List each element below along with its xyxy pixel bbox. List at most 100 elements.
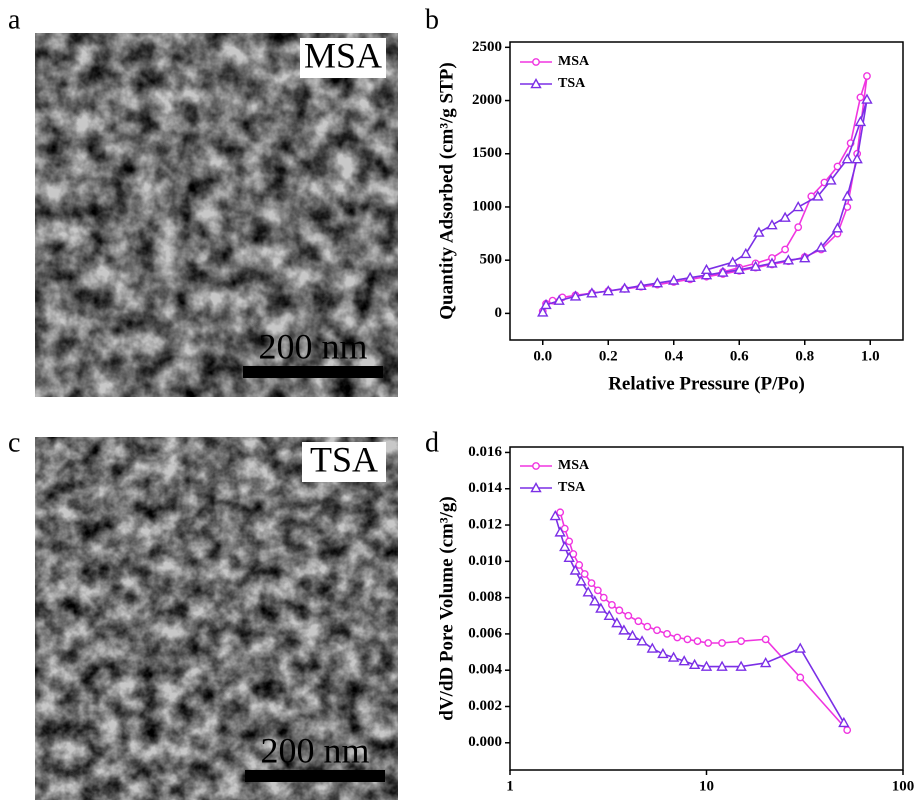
- marker: [831, 222, 844, 233]
- image-label: MSA: [304, 35, 382, 75]
- marker: [603, 609, 615, 621]
- scale-bar: [243, 366, 383, 378]
- marker: [749, 260, 762, 271]
- marker: [651, 277, 664, 288]
- marker: [636, 635, 648, 646]
- marker: [657, 647, 669, 659]
- y-tick-label: 0.000: [468, 734, 502, 750]
- marker: [700, 660, 713, 671]
- marker: [782, 254, 795, 265]
- image-label: TSA: [310, 439, 378, 479]
- marker: [861, 93, 873, 104]
- marker: [737, 637, 746, 646]
- x-tick-label: 100: [892, 778, 915, 794]
- marker: [761, 635, 770, 644]
- marker: [602, 285, 614, 296]
- marker: [615, 606, 624, 615]
- scale-bar: [245, 770, 385, 782]
- legend-label: MSA: [558, 54, 590, 69]
- y-tick-label: 0.016: [468, 444, 502, 460]
- sem-texture: [35, 33, 398, 397]
- marker: [799, 252, 811, 263]
- scale-bar-label: 200 nm: [258, 326, 367, 366]
- marker: [733, 263, 745, 275]
- marker: [667, 651, 680, 662]
- marker: [684, 271, 696, 283]
- x-tick-label: 1: [506, 778, 514, 794]
- marker: [753, 226, 765, 237]
- x-tick-label: 0.2: [599, 348, 618, 364]
- marker: [727, 256, 739, 267]
- marker: [815, 241, 827, 252]
- x-tick-label: 0.6: [730, 348, 749, 364]
- x-tick-label: 1.0: [861, 348, 880, 364]
- y-tick-label: 0.010: [468, 553, 502, 569]
- marker: [683, 635, 692, 644]
- y-tick-label: 0.012: [468, 516, 502, 532]
- marker: [626, 629, 639, 641]
- marker: [851, 153, 863, 164]
- y-tick-label: 0.004: [468, 662, 502, 678]
- marker: [607, 600, 616, 609]
- image-label-box: [300, 38, 386, 78]
- marker: [586, 287, 598, 298]
- y-axis-title: dV/dD Pore Volume (cm³/g): [436, 496, 457, 720]
- legend-label: TSA: [558, 480, 586, 495]
- marker: [540, 298, 552, 310]
- y-tick-label: 500: [480, 252, 503, 268]
- marker: [766, 219, 778, 230]
- marker: [794, 642, 806, 653]
- marker: [766, 257, 778, 268]
- marker: [688, 658, 701, 670]
- marker: [668, 274, 680, 285]
- y-tick-label: 2500: [472, 39, 502, 55]
- marker: [740, 247, 752, 259]
- marker: [646, 642, 659, 653]
- marker: [593, 586, 602, 595]
- marker: [716, 660, 728, 671]
- image-label-box: [302, 442, 386, 482]
- marker: [587, 579, 596, 587]
- marker: [700, 269, 713, 280]
- marker: [825, 174, 837, 185]
- marker: [854, 115, 867, 127]
- marker: [611, 617, 623, 628]
- y-tick-label: 0: [495, 305, 503, 321]
- x-tick-label: 0.8: [795, 348, 814, 364]
- marker: [537, 306, 549, 317]
- marker: [595, 602, 607, 613]
- legend-marker: [530, 78, 542, 89]
- x-tick-label: 0.0: [533, 348, 552, 364]
- marker: [704, 639, 713, 647]
- marker: [717, 266, 729, 277]
- marker: [843, 726, 852, 734]
- marker: [863, 72, 871, 80]
- marker: [779, 211, 791, 222]
- marker: [678, 655, 690, 666]
- y-tick-label: 1000: [472, 198, 502, 214]
- marker: [663, 630, 671, 638]
- marker: [841, 153, 854, 164]
- marker: [693, 637, 702, 646]
- marker: [643, 622, 652, 631]
- sem-texture: [35, 437, 398, 800]
- y-tick-label: 0.014: [468, 480, 502, 496]
- series-line: [554, 515, 845, 724]
- marker: [582, 586, 594, 597]
- marker: [635, 279, 647, 291]
- marker: [618, 282, 631, 293]
- marker: [575, 561, 584, 569]
- marker: [781, 245, 789, 254]
- y-tick-label: 0.006: [468, 625, 502, 641]
- marker: [856, 93, 865, 102]
- x-axis-title: Relative Pressure (P/Po): [608, 373, 805, 394]
- marker: [796, 673, 805, 682]
- marker: [794, 223, 803, 232]
- marker: [634, 617, 643, 626]
- marker: [618, 624, 630, 635]
- legend-marker: [532, 58, 540, 66]
- marker: [841, 190, 854, 201]
- marker: [735, 660, 747, 671]
- x-tick-label: 0.4: [664, 348, 683, 364]
